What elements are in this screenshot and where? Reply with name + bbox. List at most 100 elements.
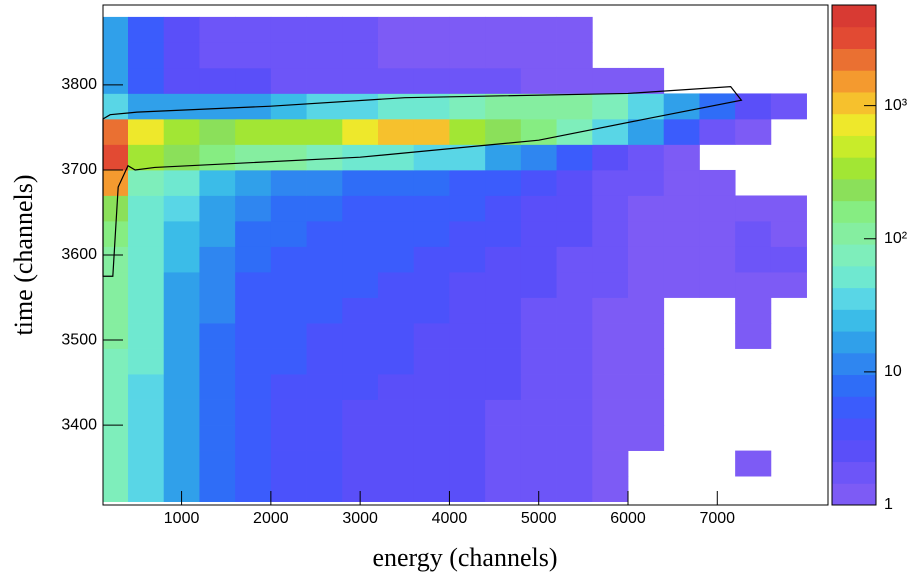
colorbar-band xyxy=(832,135,876,158)
heatmap-cell xyxy=(128,220,165,247)
heatmap-cell xyxy=(103,144,129,171)
heatmap-cell xyxy=(485,246,522,273)
heatmap-cell xyxy=(485,297,522,324)
heatmap-cell xyxy=(306,476,343,502)
x-tick-label: 1000 xyxy=(164,510,200,527)
heatmap-cell xyxy=(235,42,272,69)
colorbar-frame xyxy=(831,4,877,506)
heatmap-cell xyxy=(306,67,343,94)
heatmap-cell xyxy=(103,195,129,222)
heatmap-cell xyxy=(163,323,200,349)
heatmap-cell xyxy=(378,476,415,502)
heatmap-cell xyxy=(628,93,665,120)
heatmap-cell xyxy=(628,425,665,451)
heatmap-cell xyxy=(449,476,486,502)
heatmap-cell xyxy=(270,297,307,324)
colorbar-band xyxy=(832,70,876,93)
heatmap-cell xyxy=(556,93,593,120)
heatmap-cell xyxy=(628,144,665,171)
heatmap-cell xyxy=(413,348,450,375)
heatmap-cell xyxy=(735,93,772,120)
heatmap-cell xyxy=(342,272,379,298)
heatmap-cell xyxy=(128,425,165,451)
heatmap-cell xyxy=(163,93,200,120)
heatmap-cell xyxy=(485,323,522,349)
heatmap-cell xyxy=(520,450,557,477)
heatmap-cell xyxy=(485,450,522,477)
heatmap-cell xyxy=(306,425,343,451)
heatmap-cell xyxy=(342,220,379,247)
heatmap-cell xyxy=(449,297,486,324)
heatmap-cell xyxy=(413,67,450,94)
heatmap-cell xyxy=(556,374,593,400)
heatmap-cell xyxy=(128,246,165,273)
heatmap-cell xyxy=(592,169,629,196)
heatmap-cell xyxy=(270,42,307,69)
heatmap-cell xyxy=(128,348,165,375)
heatmap-cell xyxy=(103,450,129,477)
heatmap-cell xyxy=(342,425,379,451)
heatmap-cell xyxy=(378,67,415,94)
heatmap-cell xyxy=(449,272,486,298)
heatmap-cell xyxy=(413,144,450,171)
heatmap-cell xyxy=(556,425,593,451)
heatmap-cell xyxy=(235,144,272,171)
heatmap-cell xyxy=(103,42,129,69)
heatmap-cell xyxy=(103,323,129,349)
heatmap-cell xyxy=(306,16,343,43)
heatmap-cell xyxy=(628,272,665,298)
colorbar-tick-label: 10 xyxy=(884,363,902,380)
heatmap-cell xyxy=(199,425,236,451)
heatmap-cell xyxy=(378,348,415,375)
heatmap-cell xyxy=(520,67,557,94)
y-tick-label: 3800 xyxy=(61,76,97,93)
heatmap-cell xyxy=(735,195,772,222)
heatmap-cell xyxy=(199,93,236,120)
heatmap-cell xyxy=(449,195,486,222)
heatmap-cell xyxy=(163,169,200,196)
heatmap-cell xyxy=(235,169,272,196)
heatmap-cell xyxy=(520,348,557,375)
heatmap-cell xyxy=(770,93,807,120)
heatmap-cell xyxy=(342,16,379,43)
heatmap-cell xyxy=(628,195,665,222)
heatmap-cell xyxy=(342,450,379,477)
colorbar-band xyxy=(832,26,876,49)
heatmap-cell xyxy=(235,297,272,324)
heatmap-cell xyxy=(699,246,736,273)
heatmap-cell xyxy=(556,399,593,426)
heatmap-cell xyxy=(556,297,593,324)
heatmap-cell xyxy=(306,246,343,273)
colorbar-band xyxy=(832,178,876,202)
heatmap-cell xyxy=(235,220,272,247)
heatmap-cell xyxy=(485,144,522,171)
heatmap-cell xyxy=(163,450,200,477)
heatmap-cell xyxy=(663,169,700,196)
heatmap-cell xyxy=(485,195,522,222)
heatmap-cell xyxy=(520,220,557,247)
heatmap-cell xyxy=(556,220,593,247)
heatmap-cell xyxy=(413,399,450,426)
heatmap-cell xyxy=(128,93,165,120)
heatmap-cell xyxy=(592,425,629,451)
heatmap-cell xyxy=(163,297,200,324)
heatmap-cell xyxy=(199,16,236,43)
heatmap-cell xyxy=(556,348,593,375)
heatmap-cell xyxy=(485,425,522,451)
heatmap-cell xyxy=(163,374,200,400)
heatmap-cell xyxy=(235,16,272,43)
x-tick-label: 4000 xyxy=(432,510,468,527)
heatmap-cell xyxy=(306,374,343,400)
heatmap-cell xyxy=(556,272,593,298)
heatmap-cell xyxy=(128,323,165,349)
heatmap-cell xyxy=(735,118,772,145)
heatmap-cell xyxy=(628,220,665,247)
heatmap-cell xyxy=(128,272,165,298)
heatmap-cell xyxy=(199,67,236,94)
heatmap-cell xyxy=(485,348,522,375)
heatmap-cell xyxy=(449,42,486,69)
heatmap-cell xyxy=(449,246,486,273)
heatmap-cell xyxy=(128,195,165,222)
heatmap-cell xyxy=(235,118,272,145)
